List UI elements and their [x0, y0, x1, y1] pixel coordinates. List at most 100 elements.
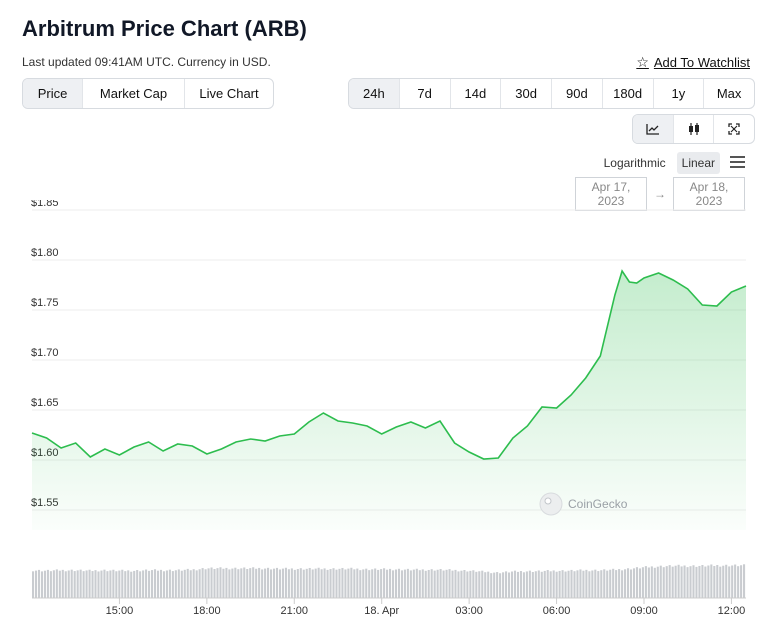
volume-bar [329, 569, 332, 598]
tab-market-cap[interactable]: Market Cap [83, 79, 185, 108]
volume-bar [579, 569, 582, 598]
volume-bar [216, 568, 219, 598]
volume-bar [445, 569, 448, 598]
hamburger-menu-icon[interactable] [730, 155, 745, 171]
volume-bar [264, 568, 267, 598]
volume-bar [439, 569, 442, 598]
tab-live-chart[interactable]: Live Chart [199, 86, 259, 101]
y-tick-label: $1.85 [31, 200, 59, 209]
volume-bar [225, 567, 228, 598]
volume-bar [231, 568, 234, 598]
volume-bar [79, 569, 82, 598]
volume-bar [641, 567, 644, 598]
volume-bar [442, 570, 445, 598]
price-line [31, 269, 747, 460]
volume-bar [46, 569, 49, 598]
volume-bar [341, 567, 344, 598]
volume-bar [695, 566, 698, 598]
volume-bar [365, 568, 368, 598]
x-tick-label: 03:00 [455, 605, 483, 617]
volume-bar [302, 569, 305, 598]
y-tick-label: $1.80 [31, 247, 59, 259]
volume-bar [121, 569, 124, 598]
scale-linear[interactable]: Linear [676, 152, 720, 174]
range-90d[interactable]: 90d [552, 79, 603, 108]
volume-bar [127, 570, 130, 598]
volume-bar [713, 566, 716, 598]
volume-bar [353, 569, 356, 598]
volume-bar [528, 570, 531, 598]
volume-bar [412, 569, 415, 598]
candlestick-icon[interactable] [674, 115, 715, 143]
volume-bar [737, 566, 740, 598]
volume-bar [261, 569, 264, 598]
volume-bar [597, 571, 600, 598]
volume-bar [508, 572, 511, 598]
volume-bar [136, 570, 139, 598]
range-1y[interactable]: 1y [654, 79, 705, 108]
volume-bar [525, 571, 528, 598]
volume-bar [650, 566, 653, 598]
volume-bar [61, 569, 64, 598]
date-from-input[interactable]: Apr 17, 2023 [575, 177, 647, 211]
volume-bar [67, 570, 70, 598]
volume-bar [162, 571, 165, 598]
volume-bar [222, 568, 225, 598]
range-30d[interactable]: 30d [501, 79, 552, 108]
range-24h[interactable]: 24h [349, 79, 400, 108]
volume-bar [400, 570, 403, 598]
volume-bar [409, 570, 412, 598]
chart-view-toggle [632, 114, 755, 144]
volume-bar [383, 568, 386, 598]
volume-bar [177, 569, 180, 598]
volume-bar [252, 567, 255, 598]
volume-bar [195, 570, 198, 598]
line-chart-icon[interactable] [633, 115, 674, 143]
volume-bar [677, 564, 680, 598]
volume-bar [603, 569, 606, 598]
volume-bar [362, 569, 365, 598]
range-7d[interactable]: 7d [400, 79, 451, 108]
add-to-watchlist-link[interactable]: ☆ Add To Watchlist [636, 54, 750, 71]
coingecko-watermark: CoinGecko [539, 492, 628, 516]
volume-bar [97, 571, 100, 598]
volume-bar [472, 570, 475, 598]
volume-bar [270, 569, 273, 598]
price-chart[interactable]: $1.55$1.60$1.65$1.70$1.75$1.80$1.85 Coin… [0, 200, 773, 625]
volume-bar [278, 569, 282, 598]
volume-bar [505, 571, 508, 598]
volume-bar [332, 568, 335, 598]
x-tick-label: 12:00 [718, 605, 746, 617]
volume-bar [189, 570, 192, 598]
scale-logarithmic[interactable]: Logarithmic [603, 156, 666, 170]
x-tick-label: 18. Apr [364, 605, 399, 617]
volume-bar [359, 570, 362, 598]
volume-bar [481, 570, 484, 598]
volume-bar [55, 569, 58, 598]
volume-bar [546, 570, 549, 598]
volume-bar [487, 571, 490, 598]
volume-bar [478, 571, 481, 598]
volume-bar [570, 569, 573, 598]
range-14d[interactable]: 14d [451, 79, 502, 108]
volume-bar [386, 569, 389, 598]
tab-price[interactable]: Price [23, 79, 83, 108]
volume-bar [674, 565, 677, 598]
range-max[interactable]: Max [716, 86, 742, 101]
volume-bar [665, 566, 668, 598]
volume-bar [219, 567, 222, 598]
volume-bar [207, 568, 210, 598]
x-tick-label: 15:00 [106, 605, 134, 617]
volume-bar [118, 570, 121, 598]
fullscreen-icon[interactable] [714, 115, 754, 143]
volume-bar [148, 570, 151, 598]
volume-bar [564, 571, 567, 598]
volume-bar [659, 565, 662, 598]
range-180d[interactable]: 180d [603, 79, 654, 108]
volume-bar [496, 572, 499, 598]
volume-bar [698, 565, 701, 598]
volume-bar [612, 568, 615, 598]
volume-bar [510, 571, 514, 598]
volume-bar [451, 570, 454, 598]
volume-bar [43, 570, 46, 598]
